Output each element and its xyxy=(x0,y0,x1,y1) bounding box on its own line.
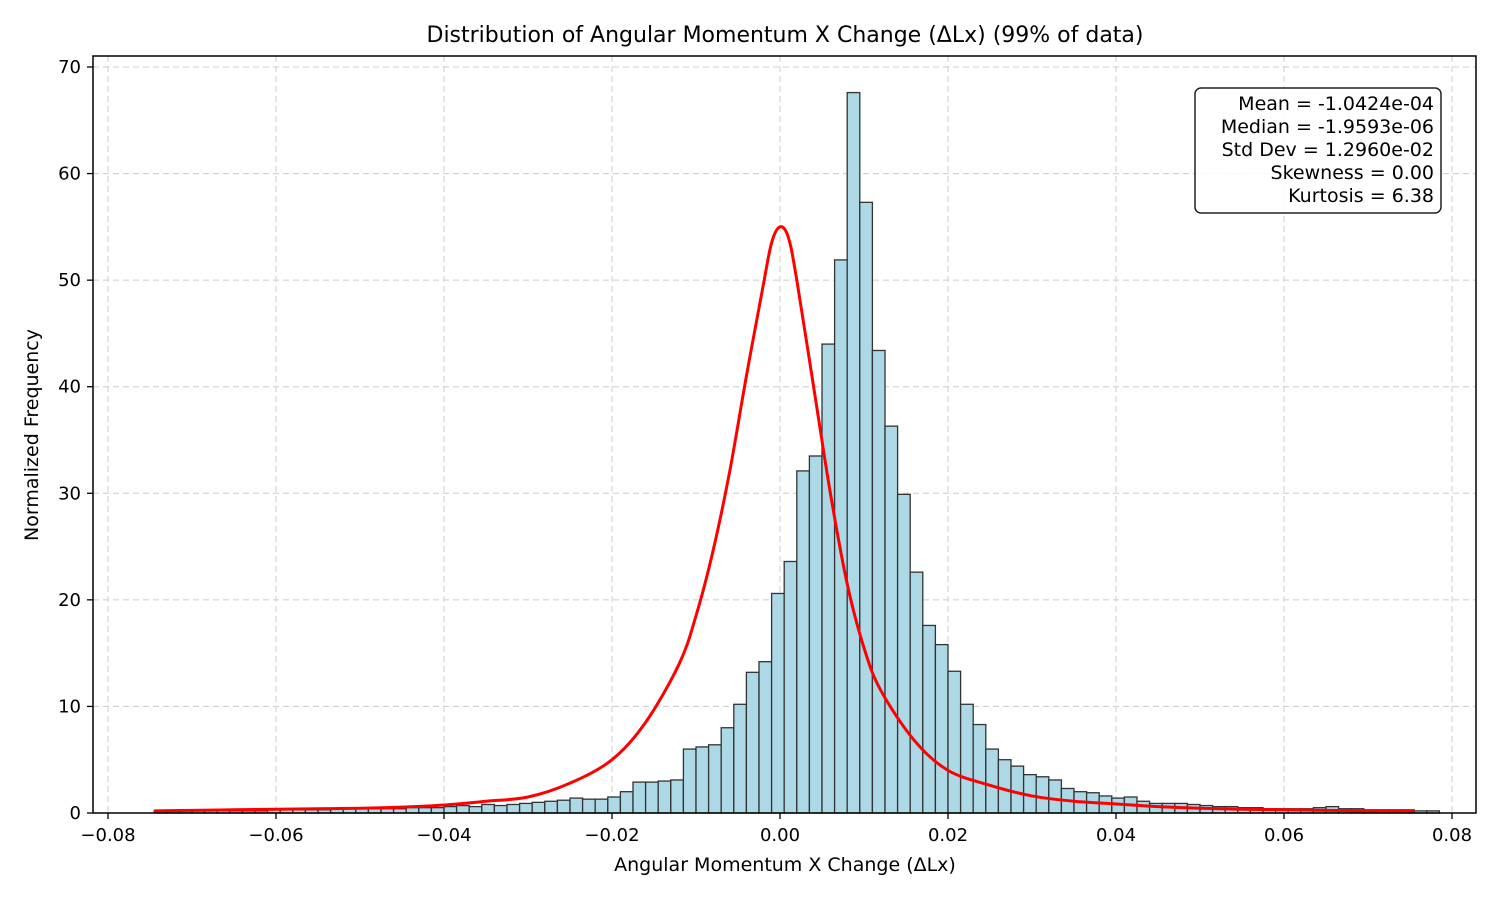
histogram-bar xyxy=(506,803,521,814)
stats-box: Mean = -1.0424e-04 Median = -1.9593e-06 … xyxy=(1194,87,1442,214)
histogram-bar xyxy=(745,671,760,814)
histogram-bar xyxy=(607,796,622,814)
stats-skewness: Skewness = 0.00 xyxy=(1271,162,1434,184)
histogram-bar xyxy=(581,798,596,814)
histogram-bar xyxy=(871,349,886,814)
y-axis-ticks: 0 10 20 30 40 50 60 70 xyxy=(58,57,93,824)
stats-std-dev: Std Dev = 1.2960e-02 xyxy=(1222,139,1434,161)
histogram-bar xyxy=(405,807,420,814)
histogram-bar xyxy=(1010,765,1025,814)
histogram-bar xyxy=(985,748,1000,814)
x-axis-ticks: −0.08 −0.06 −0.04 −0.02 0.00 0.02 0.04 0.06 0.08 xyxy=(80,813,1472,846)
y-tick-label: 30 xyxy=(58,483,81,504)
histogram-bar xyxy=(909,571,924,814)
histogram-bar xyxy=(443,805,458,814)
chart-title: Distribution of Angular Momentum X Chang… xyxy=(427,23,1144,48)
histogram-bar xyxy=(644,781,659,814)
histogram-bar xyxy=(481,803,496,814)
histogram-bar xyxy=(544,800,559,814)
histogram-bar xyxy=(758,661,773,814)
histogram-bar xyxy=(531,801,546,814)
histogram-bar xyxy=(859,201,874,814)
histogram-bar xyxy=(1048,779,1063,814)
x-tick-label: −0.08 xyxy=(80,825,135,846)
histogram-bar xyxy=(922,624,937,814)
histogram-bar xyxy=(594,798,609,814)
y-tick-label: 10 xyxy=(58,696,81,717)
x-tick-label: 0.00 xyxy=(760,825,800,846)
x-tick-label: −0.06 xyxy=(248,825,303,846)
x-tick-label: −0.04 xyxy=(416,825,471,846)
histogram-bar xyxy=(556,799,571,814)
histogram-bar xyxy=(1035,776,1050,814)
stats-median: Median = -1.9593e-06 xyxy=(1221,116,1434,138)
histogram-bar xyxy=(493,804,508,814)
stats-kurtosis: Kurtosis = 6.38 xyxy=(1288,185,1434,207)
histogram-bar xyxy=(947,670,962,814)
histogram-bar xyxy=(682,748,697,814)
histogram-bar xyxy=(569,797,584,814)
histogram-bar xyxy=(657,780,672,814)
histogram-bar xyxy=(468,805,483,814)
histogram-bar xyxy=(808,455,823,814)
histogram-bar xyxy=(846,91,861,814)
histogram-bar xyxy=(619,791,634,814)
histogram-bar xyxy=(733,703,748,814)
x-tick-label: 0.08 xyxy=(1432,825,1472,846)
kde-curve xyxy=(154,225,1415,813)
histogram-bar xyxy=(430,807,445,814)
plot-frame xyxy=(92,55,1477,814)
histogram-bar xyxy=(707,744,722,814)
histogram-bar xyxy=(972,723,987,814)
histogram-bar xyxy=(796,470,811,814)
histogram-bar xyxy=(455,804,470,814)
stats-box-frame xyxy=(1194,87,1442,214)
x-tick-label: 0.06 xyxy=(1264,825,1304,846)
histogram-bar xyxy=(518,802,533,814)
histogram-bar xyxy=(720,727,735,814)
stats-mean: Mean = -1.0424e-04 xyxy=(1238,93,1434,115)
histogram-bar xyxy=(959,703,974,814)
x-tick-label: 0.02 xyxy=(928,825,968,846)
histogram-bar xyxy=(418,807,433,814)
histogram-bar xyxy=(695,746,710,814)
histogram-bar xyxy=(884,425,899,814)
y-tick-label: 70 xyxy=(58,57,81,78)
histogram-bar xyxy=(821,343,836,814)
y-tick-label: 40 xyxy=(58,377,81,398)
histogram-bar xyxy=(770,592,785,814)
histogram-bar xyxy=(896,493,911,814)
y-tick-label: 0 xyxy=(70,803,81,824)
x-axis-label: Angular Momentum X Change (ΔLx) xyxy=(614,854,956,876)
histogram-bar xyxy=(934,643,949,814)
x-tick-label: 0.04 xyxy=(1096,825,1136,846)
histogram-bar xyxy=(632,781,647,814)
x-tick-label: −0.02 xyxy=(584,825,639,846)
y-tick-label: 20 xyxy=(58,590,81,611)
y-tick-label: 50 xyxy=(58,270,81,291)
y-axis-label: Normalized Frequency xyxy=(21,329,43,541)
histogram-bar xyxy=(783,560,798,814)
histogram-bar xyxy=(997,759,1012,814)
y-tick-label: 60 xyxy=(58,164,81,185)
histogram-bar xyxy=(670,779,685,814)
